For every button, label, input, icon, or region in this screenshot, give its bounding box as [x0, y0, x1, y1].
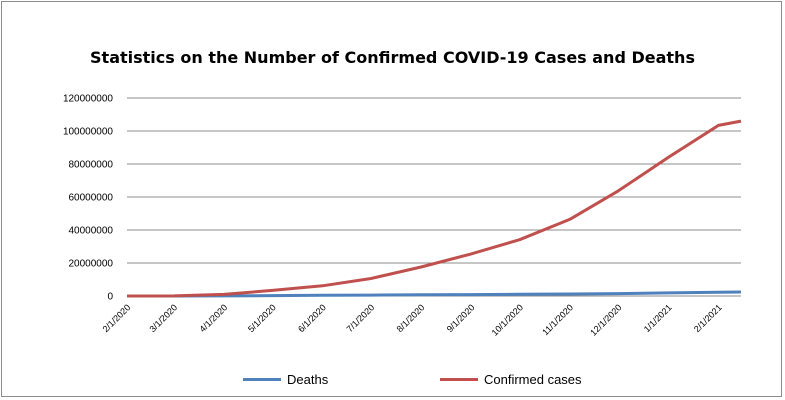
x-tick-label: 8/1/2020 — [395, 302, 427, 334]
x-tick-label: 1/1/2021 — [642, 302, 674, 334]
legend-swatch-deaths — [243, 378, 281, 381]
y-tick-label: 60000000 — [69, 193, 114, 204]
y-tick-label: 40000000 — [69, 226, 114, 237]
x-tick-label: 9/1/2020 — [445, 302, 477, 334]
legend-item-deaths: Deaths — [243, 372, 328, 387]
legend-label-confirmed-cases: Confirmed cases — [484, 372, 582, 387]
y-tick-label: 120000000 — [63, 94, 113, 105]
legend: Deaths Confirmed cases — [0, 372, 785, 392]
x-tick-label: 11/1/2020 — [540, 302, 575, 337]
x-tick-label: 2/1/2021 — [692, 302, 724, 334]
x-tick-label: 5/1/2020 — [246, 302, 278, 334]
x-tick-label: 12/1/2020 — [588, 302, 623, 337]
chart-title: Statistics on the Number of Confirmed CO… — [90, 48, 695, 67]
legend-item-confirmed-cases: Confirmed cases — [440, 372, 582, 387]
series-lines — [126, 119, 742, 298]
x-axis-ticks: 2/1/2020 3/1/2020 4/1/2020 5/1/2020 6/1/2020… — [101, 302, 724, 337]
x-tick-label: 4/1/2020 — [198, 302, 230, 334]
y-tick-label: 100000000 — [63, 127, 113, 138]
gridlines — [127, 97, 741, 297]
x-tick-label: 7/1/2020 — [345, 302, 377, 334]
y-axis-ticks: 0 20000000 40000000 60000000 80000000 1000000… — [63, 94, 114, 303]
x-tick-label: 6/1/2020 — [296, 302, 328, 334]
y-tick-label: 0 — [107, 292, 113, 303]
y-tick-label: 80000000 — [69, 160, 114, 171]
x-tick-label: 10/1/2020 — [490, 302, 525, 337]
y-tick-label: 20000000 — [69, 259, 114, 270]
x-tick-label: 2/1/2020 — [101, 302, 133, 334]
series-line-confirmed-cases — [126, 119, 742, 298]
series-line-deaths — [127, 290, 742, 298]
legend-label-deaths: Deaths — [287, 372, 329, 387]
x-tick-label: 3/1/2020 — [147, 302, 179, 334]
legend-swatch-confirmed-cases — [440, 378, 478, 381]
